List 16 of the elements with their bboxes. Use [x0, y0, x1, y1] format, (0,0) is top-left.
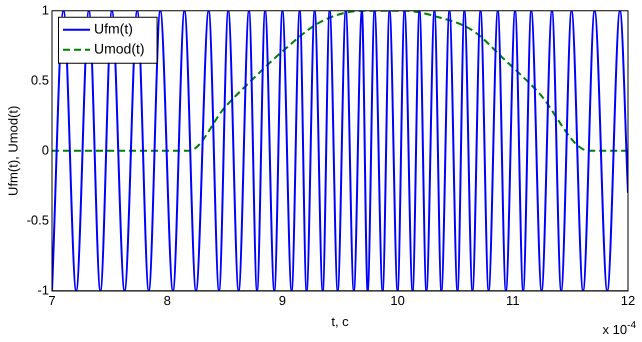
x-tick-label: 11	[506, 293, 520, 308]
y-tick-label: 0	[42, 142, 49, 158]
line-series	[52, 10, 628, 152]
y-tick-label: -1	[37, 282, 49, 298]
legend-label: Umod(t)	[94, 40, 145, 57]
y-tick-label: -0.5	[26, 212, 49, 228]
x-axis-title: t, c	[331, 314, 350, 329]
x-tick-label: 12	[620, 293, 636, 308]
x-tick-label: 10	[390, 293, 405, 308]
x-tick-label: 8	[164, 293, 171, 308]
x-tick-label: 9	[278, 293, 286, 308]
y-tick-label: 1	[42, 2, 49, 18]
x-tick-label: 7	[48, 293, 56, 308]
legend-label: Ufm(t)	[94, 20, 133, 37]
y-tick-label: 0.5	[30, 72, 49, 88]
y-axis-title: Ufm(t), Umod(t)	[5, 106, 20, 196]
